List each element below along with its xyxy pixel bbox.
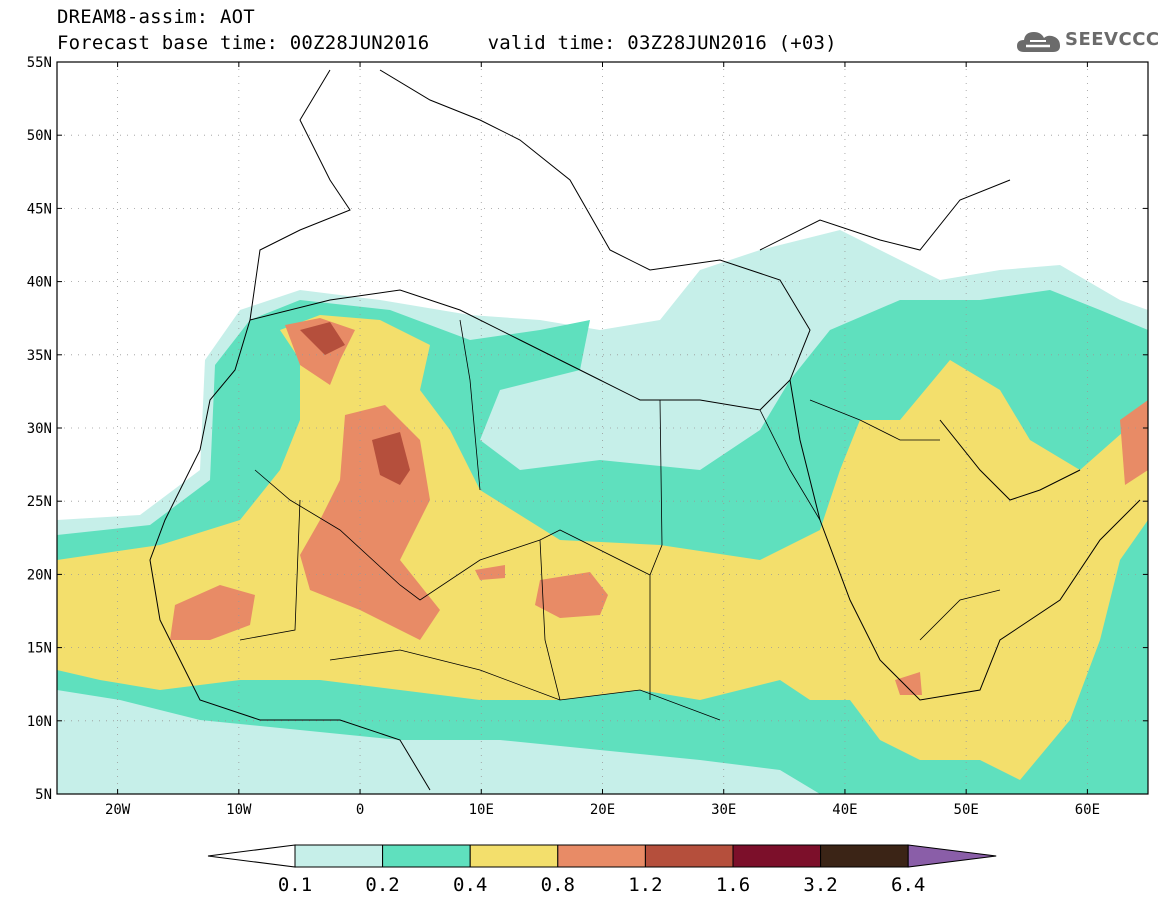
logo-text: SEEVCCC xyxy=(1065,29,1160,50)
cloud-icon xyxy=(1017,32,1060,52)
chart-title: DREAM8-assim: AOT xyxy=(57,6,255,28)
lat-axis-labels: 5N 10N 15N 20N 25N 30N 35N 40N 45N 50N 55N xyxy=(27,55,52,803)
colorbar-low-arrow xyxy=(207,844,296,868)
colorbar-level-label: 6.4 xyxy=(891,874,925,896)
lon-axis-labels: 20W 10W 0 10E 20E 30E 40E 50E 60E xyxy=(105,802,1100,818)
country-borders xyxy=(239,319,1001,721)
colorbar-level-label: 1.6 xyxy=(716,874,750,896)
lat-tick-label: 25N xyxy=(27,494,52,510)
aot-band-0.4 xyxy=(57,315,1148,780)
forecast-time-info: Forecast base time: 00Z28JUN2016 valid t… xyxy=(57,32,837,54)
colorbar-level-label: 1.2 xyxy=(628,874,662,896)
aot-band-0.8g xyxy=(895,672,922,695)
colorbar-level-label: 0.1 xyxy=(278,874,312,896)
lon-tick-label: 50E xyxy=(954,802,979,818)
lat-tick-label: 5N xyxy=(35,787,52,803)
aot-band-1.2b xyxy=(300,322,345,355)
colorbar-swatch xyxy=(469,844,559,868)
graticule xyxy=(57,62,1148,794)
coastlines xyxy=(149,69,1141,791)
lon-tick-label: 60E xyxy=(1075,802,1100,818)
lon-tick-label: 0 xyxy=(356,802,364,818)
aot-band-0.8b xyxy=(170,585,255,640)
lon-tick-label: 20E xyxy=(590,802,615,818)
lat-tick-label: 10N xyxy=(27,714,52,730)
colorbar-level-label: 3.2 xyxy=(803,874,837,896)
axis-ticks xyxy=(57,61,1148,795)
lon-tick-label: 30E xyxy=(711,802,736,818)
aot-band-0.8e xyxy=(475,565,505,580)
seevccc-logo: SEEVCCC xyxy=(1016,27,1159,55)
lat-tick-label: 15N xyxy=(27,641,52,657)
colorbar-level-label: 0.8 xyxy=(541,874,575,896)
lat-tick-label: 30N xyxy=(27,421,52,437)
colorbar-swatch xyxy=(732,844,822,868)
lat-tick-label: 20N xyxy=(27,567,52,583)
colorbar-swatch xyxy=(820,844,909,868)
colorbar-level-label: 0.2 xyxy=(365,874,399,896)
lon-tick-label: 10E xyxy=(469,802,494,818)
lon-tick-label: 20W xyxy=(105,802,131,818)
lon-tick-label: 40E xyxy=(832,802,857,818)
colorbar-level-label: 0.4 xyxy=(453,874,487,896)
aot-band-1.2 xyxy=(372,432,410,485)
aot-band-0.8c xyxy=(535,572,608,618)
lat-tick-label: 40N xyxy=(27,275,52,291)
lon-tick-label: 10W xyxy=(226,802,252,818)
colorbar-swatch xyxy=(644,844,734,868)
colorbar-swatch xyxy=(382,844,471,868)
colorbar-swatch xyxy=(294,844,384,868)
colorbar: 0.1 0.2 0.4 0.8 1.2 1.6 3.2 6.4 xyxy=(207,844,997,896)
lat-tick-label: 55N xyxy=(27,55,52,71)
colorbar-swatch xyxy=(557,844,646,868)
lat-tick-label: 45N xyxy=(27,201,52,217)
aot-band-0.8f xyxy=(1120,400,1148,485)
lat-tick-label: 35N xyxy=(27,348,52,364)
colorbar-high-arrow xyxy=(907,844,997,868)
lat-tick-label: 50N xyxy=(27,128,52,144)
aot-contour-layer xyxy=(57,230,1148,794)
